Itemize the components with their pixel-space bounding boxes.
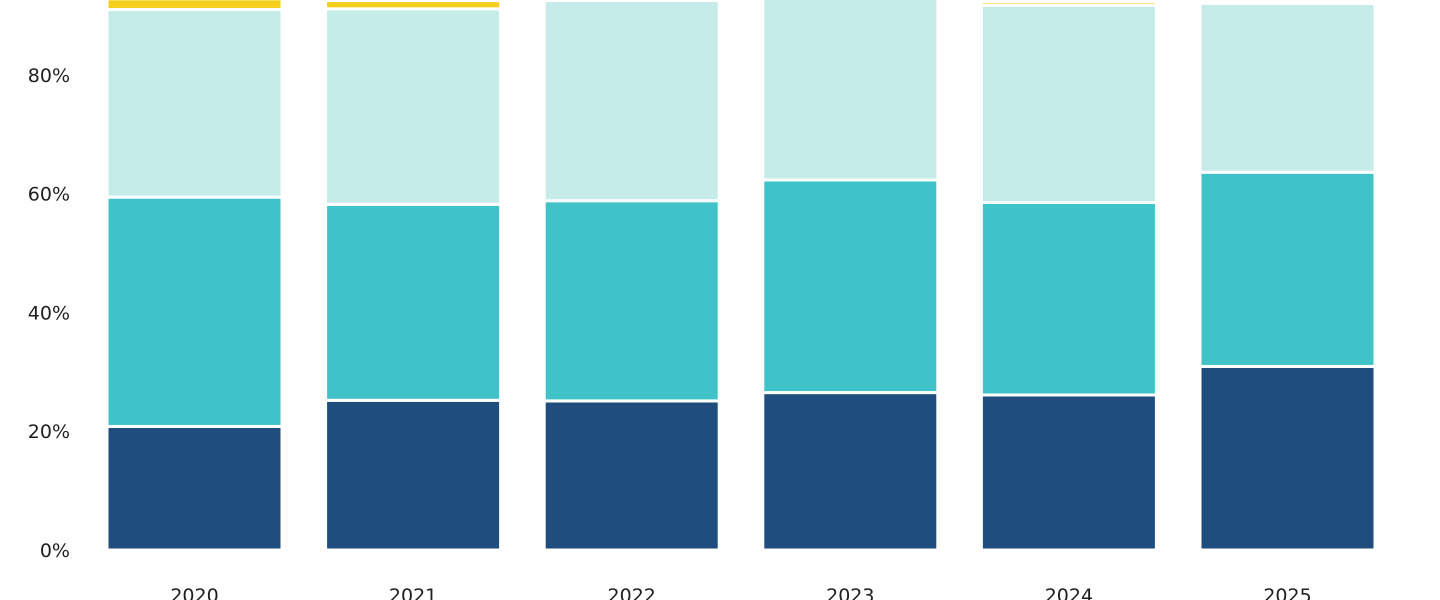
bar-segment-3-2024 — [979, 3, 1158, 205]
bar-stack-2024 — [979, 0, 1158, 552]
bar-segment-3-2021 — [324, 7, 503, 206]
x-tick-label: 2024 — [1045, 585, 1093, 600]
bar-segment-4-2024 — [979, 0, 1158, 7]
y-tick-label: 20% — [28, 421, 70, 443]
bar-segment-4-2021 — [324, 0, 503, 11]
bar-segment-1-2021 — [324, 398, 503, 552]
x-tick-label: 2025 — [1263, 585, 1311, 600]
bar-stack-2021 — [324, 0, 503, 552]
bar-segment-1-2024 — [979, 393, 1158, 552]
bar-segment-3-2020 — [105, 7, 284, 199]
bar-segment-2-2021 — [324, 202, 503, 402]
bar-segment-2-2020 — [105, 195, 284, 428]
bar-stack-2020 — [105, 0, 284, 552]
bar-stack-2025 — [1198, 2, 1377, 552]
bars — [105, 0, 1377, 552]
bar-segment-3-2025 — [1198, 2, 1377, 174]
bar-segment-4-2020 — [105, 0, 284, 11]
bar-segment-2-2024 — [979, 201, 1158, 397]
bar-segment-1-2023 — [761, 391, 940, 552]
bar-segment-2-2022 — [542, 199, 721, 403]
x-axis: 2020 2021 2022 2023 2024 2025 — [170, 585, 1311, 600]
bar-segment-1-2022 — [542, 399, 721, 552]
bar-segment-1-2025 — [1198, 364, 1377, 552]
bar-segment-1-2020 — [105, 424, 284, 552]
bar-stack-2022 — [542, 0, 721, 552]
bar-segment-3-2022 — [542, 0, 721, 203]
bar-segment-2-2025 — [1198, 170, 1377, 368]
x-tick-label: 2022 — [608, 585, 656, 600]
bar-segment-3-2023 — [761, 0, 940, 182]
bar-stack-2023 — [761, 0, 940, 552]
y-tick-label: 40% — [28, 302, 70, 324]
y-tick-label: 60% — [28, 184, 70, 206]
x-tick-label: 2021 — [389, 585, 437, 600]
y-tick-label: 0% — [40, 540, 70, 562]
bar-segment-2-2023 — [761, 178, 940, 395]
y-tick-label: 80% — [28, 65, 70, 87]
x-tick-label: 2023 — [826, 585, 874, 600]
y-axis: 0% 20% 40% 60% 80% — [28, 65, 70, 562]
x-tick-label: 2020 — [170, 585, 218, 600]
